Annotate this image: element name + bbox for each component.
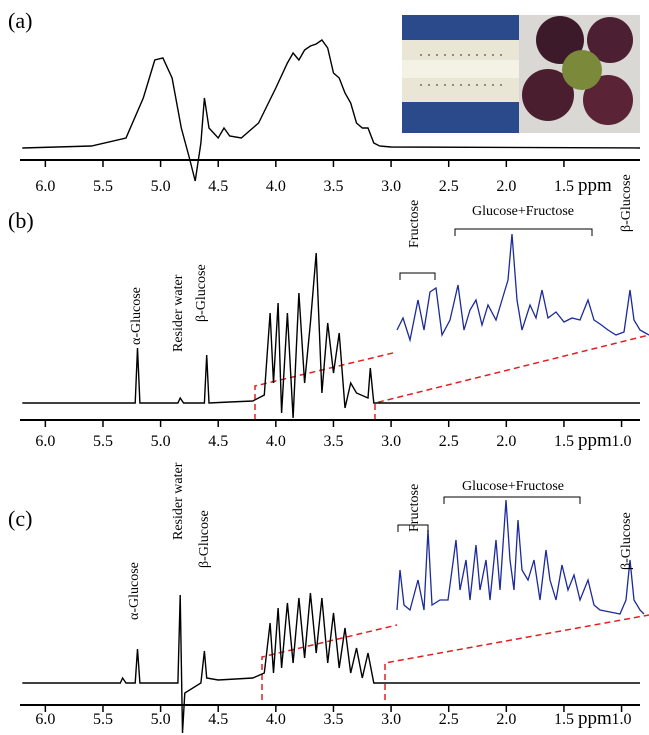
x-tick-label: 3.0 <box>381 711 401 728</box>
peak-label: α-Glucose <box>127 562 142 620</box>
peak-label: Resider water <box>171 462 186 540</box>
peak-label: Glucose+Fructose <box>472 204 574 219</box>
spectrum-line <box>22 39 641 182</box>
spectrum-line <box>22 592 640 734</box>
brackets <box>397 228 593 532</box>
x-tick-label: 1.5 <box>554 711 574 728</box>
x-tick-label: 6.0 <box>35 433 55 450</box>
x-tick-label: 4.5 <box>208 433 228 450</box>
inset-spectrum <box>396 233 649 615</box>
x-tick-label: 2.0 <box>496 711 516 728</box>
peak-label: β-Glucose <box>194 264 209 322</box>
x-tick-label: 1.0 <box>612 433 632 450</box>
peak-label: Glucose+Fructose <box>462 479 564 494</box>
peak-label: Fructose <box>407 200 422 248</box>
peak-label: β-Glucose <box>197 510 212 568</box>
panel-label: (b) <box>8 208 34 233</box>
x-tick-label: 4.5 <box>208 711 228 728</box>
x-tick-label: 1.5 <box>554 433 574 450</box>
peak-label: Resider water <box>171 274 186 352</box>
x-tick-label: 2.5 <box>439 433 459 450</box>
x-tick-label: 5.5 <box>93 433 113 450</box>
x-tick-label: 5.5 <box>93 178 113 195</box>
x-tick-label: 2.0 <box>496 433 516 450</box>
peak-label: β-Glucose <box>619 512 634 570</box>
panel-label: (a) <box>8 8 32 33</box>
x-tick-label: 3.0 <box>381 178 401 195</box>
x-tick-label: 1.0 <box>612 711 632 728</box>
x-tick-label: 3.0 <box>381 433 401 450</box>
x-tick-label: 3.5 <box>323 711 343 728</box>
peak-label: α-Glucose <box>129 287 144 345</box>
x-tick-label: 1.5 <box>554 178 574 195</box>
x-tick-label: 2.5 <box>439 178 459 195</box>
x-axis-label: ppm <box>578 175 612 196</box>
x-axis-label: ppm <box>578 708 612 729</box>
x-tick-label: 2.5 <box>439 711 459 728</box>
x-axis-label: ppm <box>578 430 612 451</box>
x-tick-label: 2.0 <box>496 178 516 195</box>
x-tick-label: 5.5 <box>93 711 113 728</box>
x-tick-label: 6.0 <box>35 178 55 195</box>
photo <box>402 15 640 133</box>
peak-label: Fructose <box>407 484 422 532</box>
x-tick-label: 4.0 <box>266 178 286 195</box>
zoom-guides <box>254 334 649 700</box>
x-tick-label: 4.0 <box>266 711 286 728</box>
x-tick-label: 4.0 <box>266 433 286 450</box>
x-tick-label: 3.5 <box>323 433 343 450</box>
x-tick-label: 5.0 <box>151 711 171 728</box>
x-tick-label: 6.0 <box>35 711 55 728</box>
panel-label: (c) <box>8 506 32 531</box>
x-tick-label: 5.0 <box>151 178 171 195</box>
spectrum-line <box>22 252 640 419</box>
x-tick-label: 5.0 <box>151 433 171 450</box>
peak-label: β-Glucose <box>619 174 634 232</box>
x-tick-label: 3.5 <box>323 178 343 195</box>
x-tick-label: 4.5 <box>208 178 228 195</box>
